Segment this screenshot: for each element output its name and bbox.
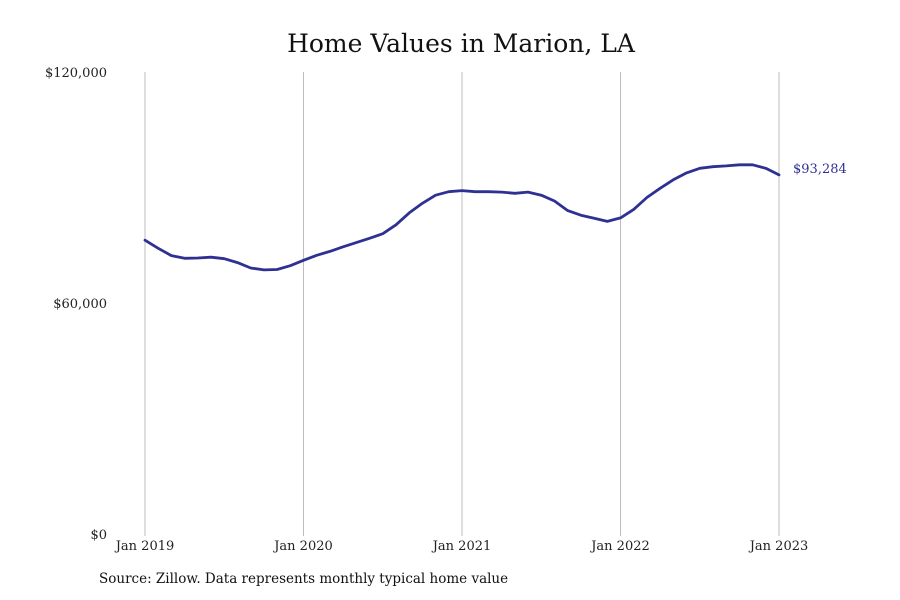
end-labels: $93,284: [793, 162, 847, 177]
y-axis: $0 $60,000 $120,000: [45, 66, 107, 543]
x-tick-label: Jan 2020: [272, 539, 333, 554]
x-tick-label: Jan 2023: [748, 539, 809, 554]
x-tick-label: Jan 2022: [589, 539, 650, 554]
series-line-0: [143, 163, 781, 272]
x-tick-label: Jan 2021: [431, 539, 492, 554]
y-tick-label: $120,000: [45, 66, 107, 81]
series-lines: [143, 163, 781, 272]
y-tick-label: $60,000: [53, 297, 107, 312]
gridlines: [144, 72, 780, 536]
chart-title: Home Values in Marion, LA: [287, 29, 636, 58]
x-tick-label: Jan 2019: [114, 539, 175, 554]
y-tick-label: $0: [90, 528, 107, 543]
source-note: Source: Zillow. Data represents monthly …: [99, 571, 509, 587]
end-value-label: $93,284: [793, 162, 847, 177]
x-axis: Jan 2019 Jan 2020 Jan 2021 Jan 2022 Jan 2023: [114, 539, 809, 554]
